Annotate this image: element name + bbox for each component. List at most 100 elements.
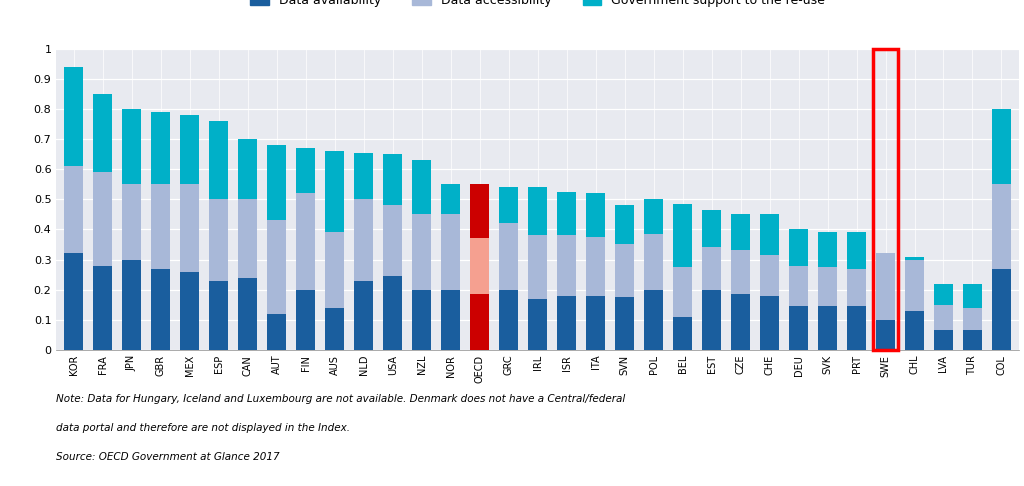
Bar bbox=[934, 284, 953, 305]
Bar bbox=[239, 278, 257, 350]
Bar bbox=[441, 184, 460, 214]
Bar bbox=[383, 154, 402, 205]
Bar bbox=[557, 235, 577, 295]
Bar bbox=[877, 320, 895, 350]
Bar bbox=[790, 229, 808, 265]
Bar bbox=[441, 290, 460, 350]
Bar bbox=[702, 290, 721, 350]
Bar bbox=[296, 148, 315, 193]
Bar bbox=[470, 239, 489, 294]
Bar bbox=[963, 284, 982, 308]
Bar bbox=[877, 254, 895, 320]
Bar bbox=[326, 308, 344, 350]
Bar bbox=[326, 151, 344, 232]
Bar bbox=[152, 269, 170, 350]
Bar bbox=[992, 109, 1011, 184]
Bar bbox=[383, 276, 402, 350]
Bar bbox=[818, 306, 837, 350]
Bar bbox=[65, 254, 83, 350]
Bar bbox=[209, 121, 228, 199]
Bar bbox=[818, 267, 837, 306]
Bar bbox=[731, 250, 750, 294]
Bar bbox=[963, 308, 982, 330]
Bar bbox=[528, 235, 547, 299]
Bar bbox=[528, 299, 547, 350]
Bar bbox=[963, 330, 982, 350]
Bar bbox=[934, 305, 953, 330]
Bar bbox=[905, 260, 924, 311]
Bar bbox=[354, 153, 373, 199]
Legend: Data availability, Data accessibility, Government support to the re-use: Data availability, Data accessibility, G… bbox=[245, 0, 830, 12]
Bar bbox=[209, 199, 228, 280]
Bar bbox=[905, 257, 924, 260]
Bar bbox=[180, 184, 199, 272]
Bar bbox=[847, 306, 866, 350]
Bar bbox=[499, 290, 518, 350]
Bar bbox=[354, 280, 373, 350]
Bar bbox=[413, 214, 431, 290]
Bar bbox=[615, 297, 634, 350]
Bar bbox=[209, 280, 228, 350]
Bar bbox=[557, 192, 577, 235]
Bar bbox=[122, 109, 141, 184]
Bar bbox=[267, 145, 286, 220]
Bar bbox=[847, 232, 866, 269]
Bar bbox=[644, 290, 663, 350]
Bar bbox=[790, 265, 808, 306]
Bar bbox=[615, 205, 634, 244]
Bar bbox=[152, 184, 170, 269]
Bar bbox=[441, 214, 460, 290]
Bar bbox=[296, 193, 315, 290]
Bar bbox=[934, 330, 953, 350]
Bar bbox=[702, 247, 721, 290]
Bar bbox=[760, 214, 779, 255]
Bar bbox=[731, 294, 750, 350]
Bar bbox=[557, 295, 577, 350]
Bar bbox=[731, 214, 750, 250]
Bar bbox=[239, 199, 257, 278]
Bar bbox=[702, 210, 721, 247]
Bar bbox=[528, 187, 547, 235]
Bar bbox=[847, 269, 866, 306]
Bar bbox=[93, 265, 113, 350]
Bar bbox=[267, 314, 286, 350]
Bar bbox=[992, 184, 1011, 269]
Bar bbox=[267, 220, 286, 314]
Bar bbox=[905, 311, 924, 350]
Bar bbox=[180, 272, 199, 350]
Bar bbox=[470, 184, 489, 239]
Bar bbox=[673, 267, 692, 317]
Text: data portal and therefore are not displayed in the Index.: data portal and therefore are not displa… bbox=[56, 423, 350, 433]
Bar bbox=[586, 193, 605, 237]
Bar bbox=[239, 139, 257, 199]
Bar bbox=[499, 224, 518, 290]
Bar bbox=[413, 160, 431, 214]
Bar bbox=[326, 232, 344, 308]
Bar bbox=[644, 234, 663, 290]
Bar bbox=[790, 306, 808, 350]
Bar bbox=[65, 166, 83, 254]
Bar bbox=[818, 232, 837, 267]
Bar bbox=[673, 204, 692, 267]
Bar bbox=[122, 260, 141, 350]
Bar bbox=[470, 294, 489, 350]
Bar bbox=[872, 49, 898, 350]
Bar bbox=[152, 112, 170, 184]
Bar bbox=[644, 199, 663, 234]
Bar bbox=[354, 199, 373, 280]
Text: Note: Data for Hungary, Iceland and Luxembourg are not available. Denmark does n: Note: Data for Hungary, Iceland and Luxe… bbox=[56, 394, 626, 404]
Bar bbox=[93, 172, 113, 265]
Bar bbox=[122, 184, 141, 260]
Bar bbox=[673, 317, 692, 350]
Text: Source: OECD Government at Glance 2017: Source: OECD Government at Glance 2017 bbox=[56, 452, 280, 462]
Bar bbox=[615, 244, 634, 297]
Bar bbox=[296, 290, 315, 350]
Bar bbox=[180, 115, 199, 184]
Bar bbox=[586, 237, 605, 295]
Bar bbox=[992, 269, 1011, 350]
Bar bbox=[499, 187, 518, 224]
Bar bbox=[413, 290, 431, 350]
Bar bbox=[760, 295, 779, 350]
Bar bbox=[93, 94, 113, 172]
Bar bbox=[383, 205, 402, 276]
